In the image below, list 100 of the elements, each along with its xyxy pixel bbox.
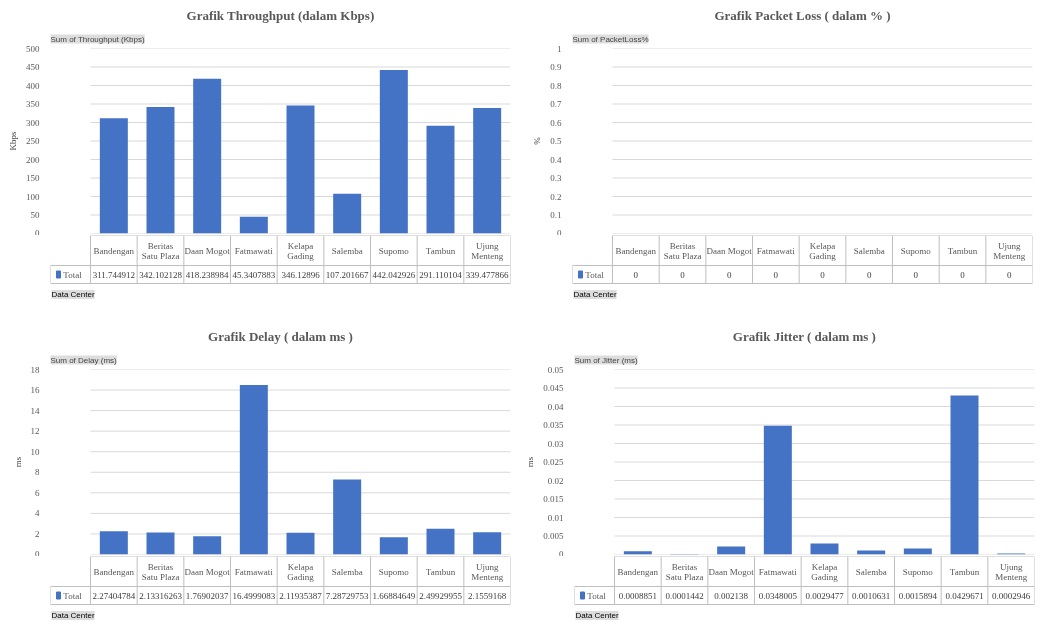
text: Data Center: [51, 611, 95, 620]
y-tick-label: 0.6: [550, 117, 562, 128]
text: Data Center: [575, 611, 619, 620]
y-tick-label: 0.05: [547, 364, 564, 375]
y-tick-label: 400: [26, 80, 40, 91]
x-tick-label: Bandengan: [93, 245, 135, 256]
y-tick-label: 0.4: [550, 154, 562, 165]
y-tick-label: 200: [26, 154, 40, 165]
y-tick-label: 0.1: [550, 210, 562, 220]
y-tick-label: 0.045: [543, 383, 564, 393]
x-tick-label: Beritas Satu Plaza: [663, 240, 702, 261]
y-tick-label: 300: [26, 117, 40, 128]
y-tick-label: 100: [26, 191, 40, 202]
data-label: 346.12896: [281, 269, 321, 280]
x-tick-label: Ujung Menteng: [471, 561, 504, 582]
x-tick-label: Beritas Satu Plaza: [141, 240, 180, 261]
x-tick-label: Beritas Satu Plaza: [665, 561, 704, 582]
data-label: 342.102128: [139, 269, 183, 280]
data-label: 2.49929955: [419, 590, 463, 601]
text: Sum of Throughput (Kbps): [50, 34, 145, 44]
y-tick-label: 4: [35, 508, 40, 519]
y-axis-title: ms: [12, 456, 23, 468]
x-tick-label: Ujung Menteng: [471, 240, 504, 261]
y-tick-label: 350: [26, 99, 40, 109]
chart-title: Grafik Delay ( dalam ms ): [208, 328, 353, 344]
chart-title: Grafik Packet Loss ( dalam % ): [714, 7, 891, 23]
y-tick-label: 0: [35, 548, 40, 559]
y-tick-label: 0.005: [543, 531, 564, 541]
data-label: 0.0002946: [992, 590, 1031, 601]
y-tick-label: 16: [30, 385, 40, 396]
data-label: 0.002138: [714, 590, 749, 601]
y-tick-label: 0.015: [543, 494, 564, 504]
y-tick-label: 0: [557, 227, 562, 238]
x-tick-label: Salemba: [855, 566, 887, 577]
y-tick-label: 0: [559, 548, 564, 559]
x-tick-label: Fatmawati: [234, 566, 274, 577]
x-tick-label: Salemba: [331, 245, 363, 256]
y-tick-label: 50: [30, 210, 40, 220]
y-tick-label: 0.02: [547, 475, 564, 486]
data-label: 107.201667: [325, 269, 370, 280]
data-label: 339.477866: [465, 269, 510, 280]
x-tick-label: Bandengan: [615, 245, 657, 256]
x-tick-label: Beritas Satu Plaza: [141, 561, 180, 582]
x-tick-label: Fatmawati: [234, 245, 274, 256]
y-axis-title: ms: [525, 456, 536, 468]
text: Sum of Jitter (ms): [574, 355, 638, 365]
x-tick-label: Daan Mogot: [184, 566, 231, 577]
data-label: 0.0010631: [852, 590, 891, 601]
x-tick-label: Daan Mogot: [184, 245, 231, 256]
y-axis-title: Kbps: [8, 131, 18, 151]
y-tick-label: 0.9: [550, 62, 562, 72]
x-tick-label: Supomo: [378, 566, 410, 577]
x-tick-label: Ujung Menteng: [995, 561, 1028, 582]
legend-label: Total: [63, 269, 83, 280]
y-tick-label: 500: [26, 43, 40, 54]
data-label: 0.0348005: [758, 590, 798, 601]
text: 0: [820, 269, 825, 280]
x-tick-label: Kelapa Gading: [809, 240, 837, 261]
data-label: 7.28729753: [325, 590, 370, 601]
x-tick-label: Fatmawati: [758, 566, 798, 577]
x-tick-label: Tambun: [949, 566, 980, 577]
y-tick-label: 10: [30, 446, 40, 457]
x-tick-label: Tambun: [425, 245, 456, 256]
data-label: 16.4999083: [232, 590, 276, 601]
text: Data Center: [573, 290, 617, 299]
x-tick-label: Bandengan: [617, 566, 659, 577]
y-tick-label: 0.3: [550, 173, 562, 183]
x-tick-label: Supomo: [902, 566, 934, 577]
data-label: 442.042926: [372, 269, 416, 280]
y-tick-label: 6: [35, 487, 40, 498]
x-tick-label: Tambun: [947, 245, 978, 256]
y-axis-title: %: [532, 136, 543, 145]
data-label: 1.66884649: [372, 590, 416, 601]
y-tick-label: 12: [30, 426, 40, 437]
x-tick-label: Supomo: [378, 245, 410, 256]
data-label: 0.0029477: [805, 590, 845, 601]
y-tick-label: 18: [30, 364, 40, 375]
data-label: 0.0429671: [945, 590, 984, 601]
x-tick-label: Salemba: [331, 566, 363, 577]
text: Data Center: [51, 290, 95, 299]
legend-label: Total: [587, 590, 607, 601]
text: 0: [1006, 269, 1012, 280]
chart-title: Grafik Throughput (dalam Kbps): [186, 7, 375, 23]
data-label: 2.13316263: [139, 590, 183, 601]
data-label: 45.3407883: [232, 269, 276, 280]
x-tick-label: Daan Mogot: [708, 566, 755, 577]
y-tick-label: 0.8: [550, 80, 562, 91]
y-tick-label: 0.5: [550, 136, 562, 146]
x-tick-label: Kelapa Gading: [287, 561, 315, 582]
legend-label: Total: [585, 269, 605, 280]
data-label: 418.238984: [185, 269, 230, 280]
y-tick-label: 14: [30, 405, 40, 416]
legend-label: Total: [63, 590, 83, 601]
y-tick-label: 0.03: [547, 438, 564, 449]
y-tick-label: 0: [35, 227, 40, 238]
chart-title: Grafik Jitter ( dalam ms ): [732, 328, 876, 344]
x-tick-label: Kelapa Gading: [287, 240, 315, 261]
y-tick-label: 2: [35, 528, 40, 539]
x-tick-label: Tambun: [425, 566, 456, 577]
text: 0: [773, 269, 779, 280]
